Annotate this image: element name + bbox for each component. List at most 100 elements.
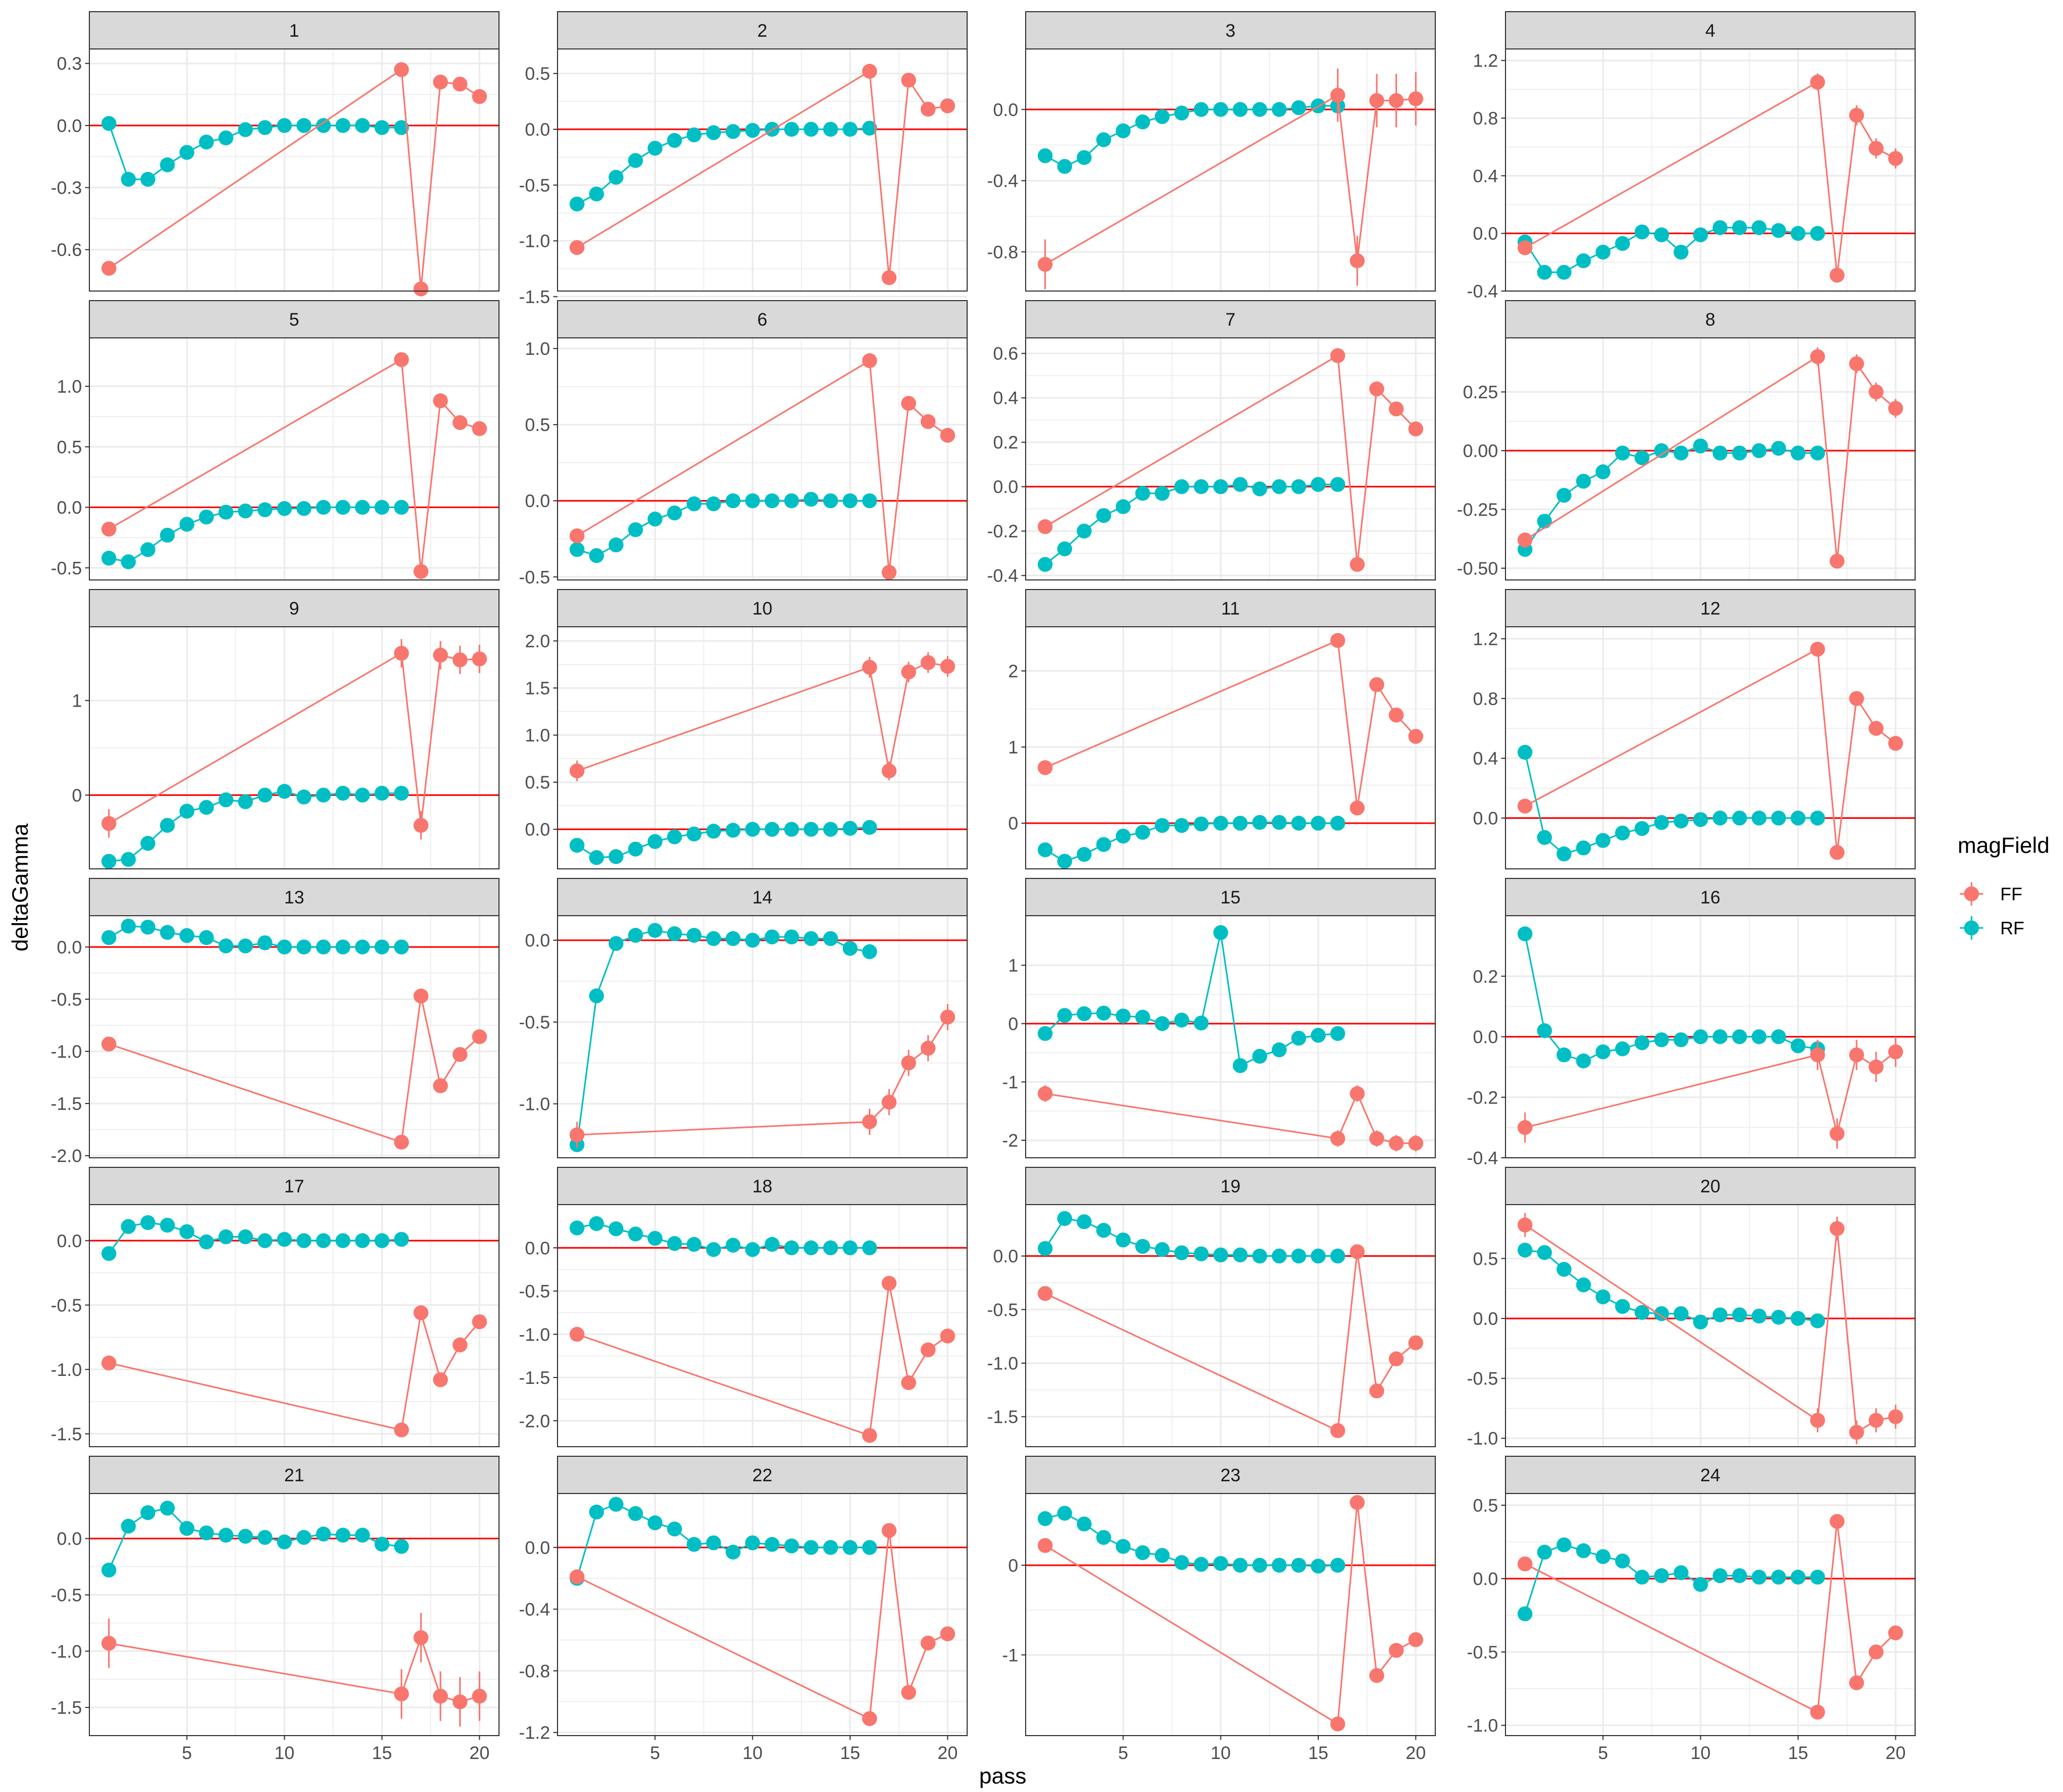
y-tick-label: 0 — [72, 785, 82, 806]
ff-point — [1369, 381, 1384, 397]
rf-point — [1634, 1035, 1650, 1050]
ff-point — [1888, 1044, 1903, 1059]
rf-point — [803, 1240, 819, 1256]
rf-point — [1233, 102, 1248, 117]
ff-point — [1369, 677, 1384, 692]
rf-point — [1732, 810, 1747, 826]
y-tick-label: 0.0 — [57, 498, 82, 518]
ff-point — [1517, 1556, 1533, 1572]
rf-point — [277, 939, 292, 955]
rf-point — [745, 1535, 760, 1550]
ff-point — [1037, 760, 1053, 775]
rf-point — [862, 1240, 877, 1256]
panel-plot-area — [558, 1494, 967, 1736]
y-tick-label: -1.5 — [51, 1424, 82, 1445]
y-tick-label: -0.4 — [987, 171, 1018, 192]
rf-point — [316, 1526, 331, 1542]
rf-point — [1037, 1511, 1053, 1526]
rf-point — [394, 785, 409, 801]
panel-plot-area — [1505, 49, 1915, 291]
panel-border — [557, 1204, 968, 1447]
y-tick-label: 1 — [1008, 956, 1018, 976]
panel-strip-label: 8 — [1706, 310, 1716, 330]
x-tick-label: 10 — [1691, 1743, 1711, 1763]
ff-point — [1350, 253, 1365, 269]
rf-point — [101, 551, 117, 566]
rf-point — [140, 1505, 155, 1520]
rf-point — [1311, 477, 1326, 492]
rf-point — [1213, 479, 1228, 494]
rf-point — [686, 927, 702, 943]
rf-point — [296, 118, 312, 133]
rf-series-line — [1524, 933, 1818, 1062]
rf-point — [647, 511, 663, 527]
ff-point — [472, 1688, 487, 1704]
rf-point — [843, 121, 858, 137]
rf-point — [1096, 508, 1111, 523]
panel-7: 7 0.6 0.4 0.2 0.0 -0.2 -0.4 — [987, 300, 1436, 586]
rf-point — [1693, 227, 1708, 243]
ff-point — [1810, 1704, 1825, 1720]
rf-point — [843, 941, 858, 956]
rf-point — [667, 829, 682, 844]
rf-point — [1330, 1248, 1345, 1264]
panel-strip-label: 20 — [1700, 1176, 1720, 1197]
rf-point — [1537, 830, 1552, 845]
rf-point — [316, 118, 331, 133]
rf-point — [1576, 1277, 1591, 1292]
rf-point — [862, 820, 877, 835]
y-tick-label: -0.8 — [519, 1661, 550, 1681]
panel-14: 14 0.0 -0.5 -1.0 — [519, 878, 968, 1158]
rf-point — [1154, 1548, 1170, 1563]
ff-point — [940, 428, 955, 443]
rf-point — [296, 939, 312, 955]
y-tick-label: -0.5 — [51, 558, 82, 578]
rf-point — [1557, 1537, 1571, 1553]
ff-point — [1888, 1625, 1903, 1640]
x-tick-label: 5 — [650, 1743, 660, 1763]
rf-series-line — [576, 127, 870, 205]
rf-point — [1576, 1053, 1591, 1068]
rf-point — [1693, 1314, 1708, 1330]
panel-strip — [557, 11, 968, 49]
rf-point — [745, 123, 760, 138]
panel-strip — [1505, 1456, 1916, 1494]
rf-point — [628, 841, 643, 857]
rf-point — [1693, 1577, 1708, 1592]
rf-point — [1654, 443, 1669, 459]
rf-point — [1096, 132, 1111, 147]
rf-point — [1557, 1262, 1571, 1277]
ff-point — [1829, 1221, 1845, 1237]
rf-point — [101, 1562, 117, 1578]
rf-point — [257, 787, 272, 803]
rf-point — [1135, 825, 1150, 840]
panel-strip-label: 18 — [752, 1176, 772, 1197]
ff-point — [1408, 91, 1424, 106]
rf-point — [218, 792, 234, 808]
rf-point — [121, 852, 136, 867]
rf-point — [1537, 1023, 1552, 1039]
y-tick-label: 1 — [72, 691, 82, 711]
y-tick-label: 2.0 — [525, 632, 550, 652]
rf-point — [179, 1521, 195, 1536]
ff-point — [1330, 1423, 1345, 1438]
rf-point — [1311, 1558, 1326, 1574]
y-tick-label: -1.5 — [519, 1368, 550, 1388]
rf-point — [647, 923, 663, 938]
rf-point — [1810, 1313, 1825, 1329]
rf-point — [1791, 810, 1806, 826]
rf-point — [1291, 100, 1307, 115]
rf-point — [823, 1540, 838, 1555]
y-tick-label: -0.4 — [987, 566, 1018, 586]
ff-point — [101, 261, 117, 276]
rf-point — [803, 931, 819, 947]
ff-point — [1388, 1351, 1404, 1366]
rf-series-line — [109, 790, 402, 862]
rf-point — [1271, 1557, 1287, 1573]
y-tick-label: 0.00 — [1463, 441, 1498, 461]
y-tick-label: 0.0 — [525, 931, 550, 951]
rf-point — [375, 1537, 389, 1552]
ff-point — [1868, 140, 1884, 156]
rf-point — [843, 1240, 858, 1256]
ff-point — [1849, 1675, 1864, 1690]
